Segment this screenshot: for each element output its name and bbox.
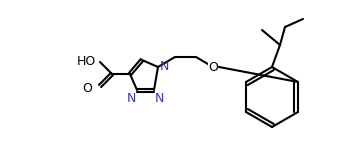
Text: O: O: [82, 81, 92, 95]
Text: N: N: [155, 92, 164, 105]
Text: N: N: [160, 60, 169, 72]
Text: N: N: [127, 92, 136, 105]
Text: O: O: [208, 61, 218, 74]
Text: HO: HO: [77, 55, 96, 67]
